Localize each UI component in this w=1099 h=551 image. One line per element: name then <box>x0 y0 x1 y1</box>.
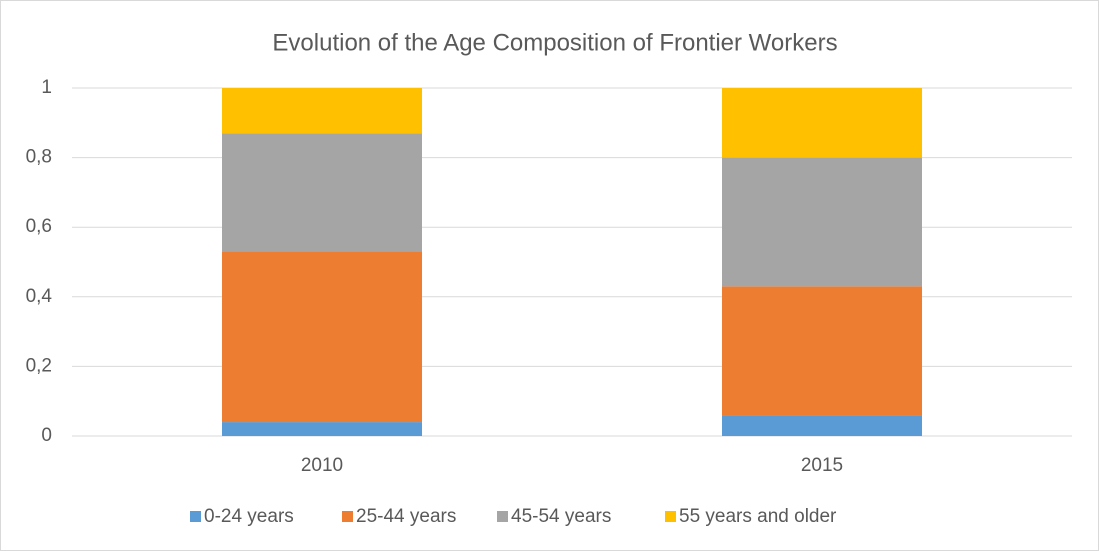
y-tick-label: 0 <box>41 425 52 446</box>
legend-label: 45-54 years <box>511 506 611 527</box>
chart-title: Evolution of the Age Composition of Fron… <box>272 29 837 56</box>
bar-segment <box>222 88 422 134</box>
y-tick-label: 1 <box>41 77 52 98</box>
bar-segment <box>722 88 922 158</box>
legend-swatch <box>190 511 201 522</box>
legend-label: 0-24 years <box>204 506 294 527</box>
bar-segment <box>722 286 922 416</box>
bar-segment <box>222 251 422 423</box>
y-tick-label: 0,2 <box>26 355 52 376</box>
bar-segment <box>722 415 922 436</box>
legend-swatch <box>342 511 353 522</box>
y-tick-label: 0,6 <box>26 216 52 237</box>
legend-swatch <box>497 511 508 522</box>
x-tick-label: 2015 <box>801 455 843 476</box>
legend-swatch <box>665 511 676 522</box>
x-tick-label: 2010 <box>301 455 343 476</box>
bar-segment <box>722 157 922 287</box>
bar-segment <box>222 133 422 252</box>
legend-label: 55 years and older <box>679 506 837 527</box>
legend-label: 25-44 years <box>356 506 456 527</box>
y-tick-label: 0,4 <box>26 286 53 307</box>
y-tick-label: 0,8 <box>26 147 52 168</box>
bar-segment <box>222 422 422 436</box>
